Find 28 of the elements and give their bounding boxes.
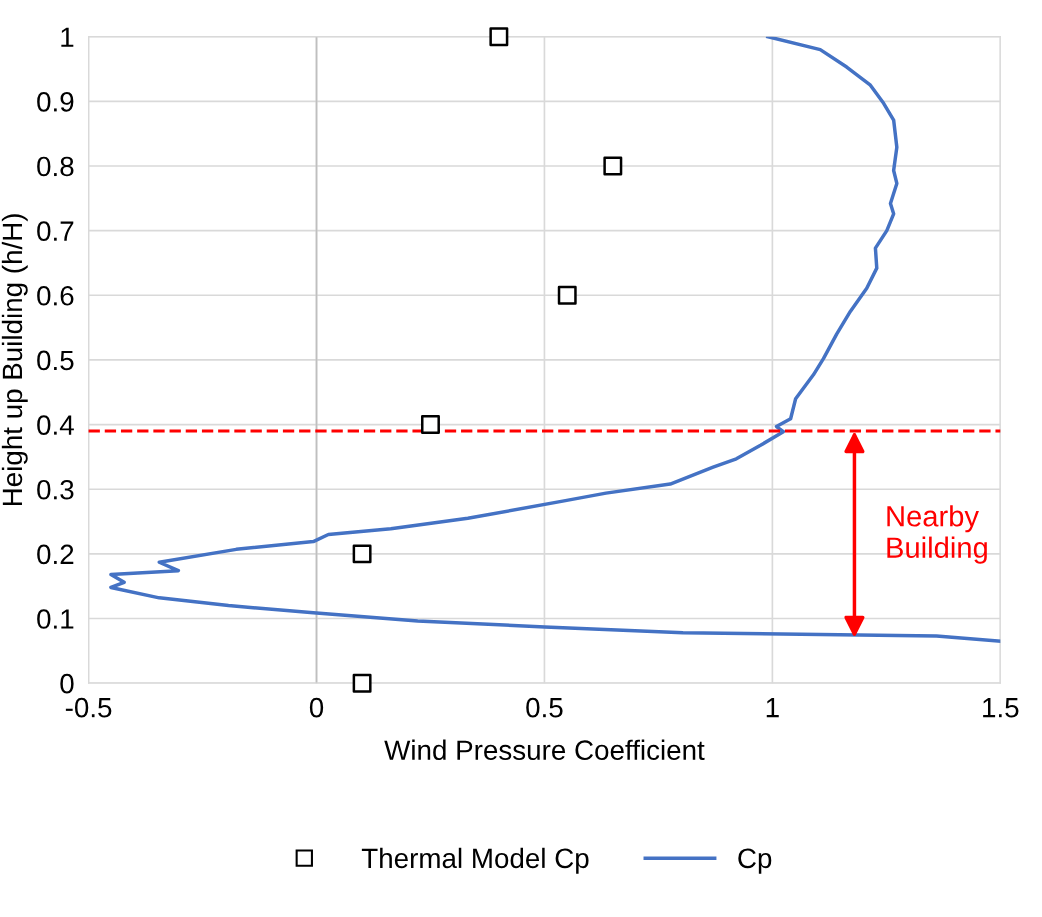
y-axis-title: Height up Building (h/H) [1,214,28,506]
legend-label: Thermal Model Cp [361,847,589,874]
y-tick-label: 0.3 [37,479,74,500]
x-tick-label: -0.5 [65,697,112,718]
y-tick-label: 0.1 [37,609,74,629]
y-tick-label: 0.6 [37,285,74,306]
x-axis-title: Wind Pressure Coefficient [384,739,705,761]
y-tick-label: 1 [61,27,74,47]
y-tick-label: 0.5 [37,350,74,371]
point [352,544,372,564]
y-tick-label: 0.4 [37,415,74,435]
y-tick-label: 0.7 [37,221,74,241]
x-tick-label: 0 [309,697,324,718]
point [421,415,440,435]
y-tick-label: 0.9 [37,92,74,112]
y-tick-label: 0.2 [37,544,74,565]
point [603,156,623,176]
x-tick-label: 1.5 [983,698,1019,718]
line-series [109,36,1001,643]
x-tick-label: 0.5 [526,697,563,718]
annotation: Nearby Building [887,505,987,564]
y-tick-label: 0 [60,673,74,694]
point [489,27,509,47]
point [352,673,372,693]
point [557,285,577,305]
x-tick-label: 1 [766,698,779,718]
y-tick-label: 0.8 [37,156,74,177]
legend-label: Cp [738,848,772,874]
